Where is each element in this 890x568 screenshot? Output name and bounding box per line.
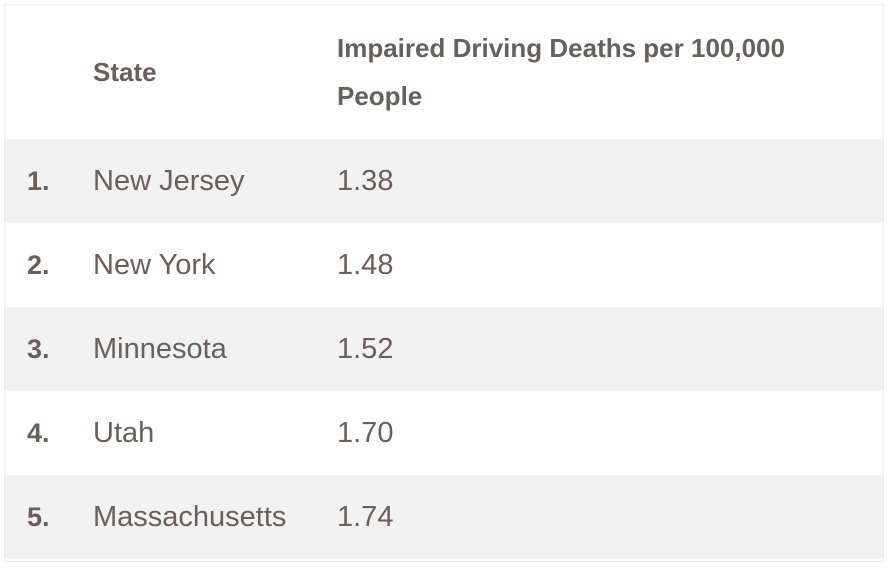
state-cell: Minnesota [93,332,227,365]
rank-cell: 4. [27,417,50,448]
value-cell: 1.38 [337,164,394,197]
state-cell: Utah [93,416,155,449]
table-row: 1. New Jersey 1.38 [5,139,883,223]
ranking-table-container: State Impaired Driving Deaths per 100,00… [4,4,884,562]
rank-cell: 3. [27,333,50,364]
header-state: State [93,57,157,87]
value-cell: 1.74 [337,500,394,533]
rank-cell: 2. [27,249,50,280]
value-cell: 1.52 [337,332,394,365]
value-cell: 1.70 [337,416,394,449]
table-body: 1. New Jersey 1.38 2. New York 1.48 3. M… [5,139,883,559]
header-deaths-per-100k: Impaired Driving Deaths per 100,000 Peop… [337,33,785,111]
table-row: 2. New York 1.48 [5,223,883,307]
state-cell: Massachusetts [93,500,287,533]
header-rank [5,5,93,139]
value-cell: 1.48 [337,248,394,281]
state-cell: New Jersey [93,164,245,197]
table-row: 5. Massachusetts 1.74 [5,475,883,559]
table-row: 3. Minnesota 1.52 [5,307,883,391]
rank-cell: 1. [27,165,50,196]
rank-cell: 5. [27,501,50,532]
state-cell: New York [93,248,216,281]
table-header: State Impaired Driving Deaths per 100,00… [5,5,883,139]
table-row: 4. Utah 1.70 [5,391,883,475]
impaired-driving-deaths-table: State Impaired Driving Deaths per 100,00… [5,5,883,559]
header-row: State Impaired Driving Deaths per 100,00… [5,5,883,139]
